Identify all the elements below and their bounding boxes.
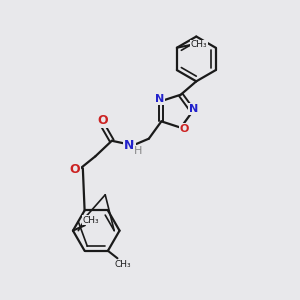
Text: CH₃: CH₃ xyxy=(82,216,99,225)
Text: N: N xyxy=(124,139,135,152)
Text: O: O xyxy=(97,114,108,127)
Text: H: H xyxy=(134,146,142,156)
Text: N: N xyxy=(189,104,198,114)
Text: O: O xyxy=(180,124,189,134)
Text: CH₃: CH₃ xyxy=(191,40,208,49)
Text: CH₃: CH₃ xyxy=(115,260,131,269)
Text: O: O xyxy=(69,163,80,176)
Text: N: N xyxy=(155,94,164,104)
